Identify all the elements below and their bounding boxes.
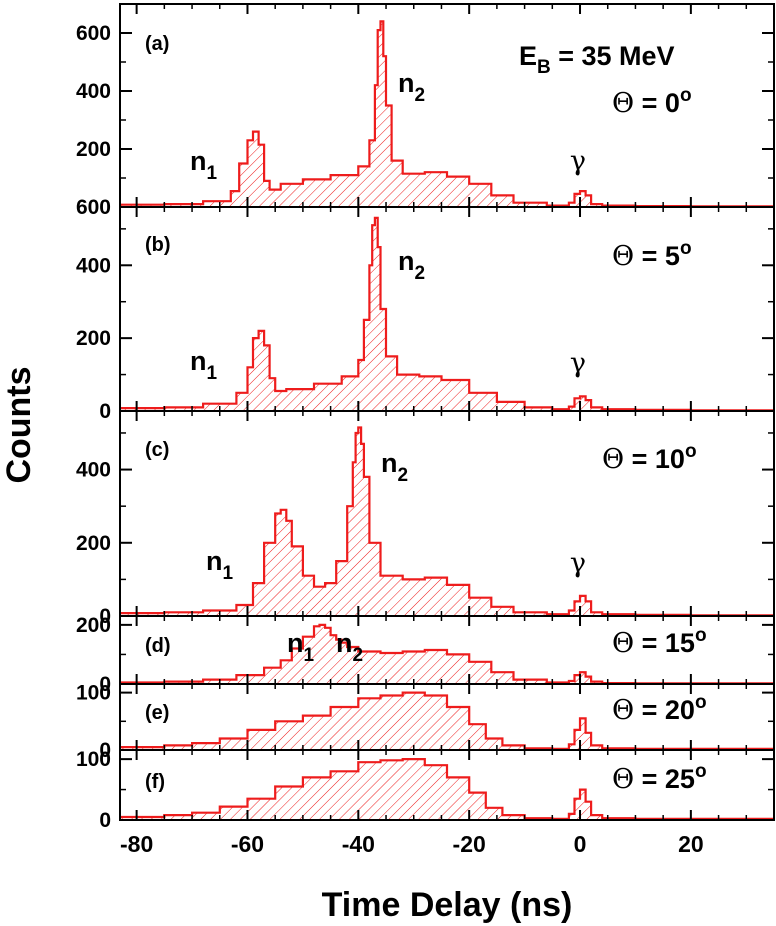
histogram-fill bbox=[120, 427, 774, 616]
panel-label: (c) bbox=[145, 439, 169, 461]
y-axis-title: Counts bbox=[0, 366, 38, 483]
y-tick-label: 100 bbox=[76, 748, 111, 771]
histogram-fill bbox=[120, 692, 774, 750]
histogram-line bbox=[120, 691, 774, 750]
n1-peak-label: n1 bbox=[206, 546, 234, 584]
y-tick-label: 100 bbox=[76, 682, 111, 705]
y-tick-label: 200 bbox=[76, 532, 111, 555]
x-tick-label: -20 bbox=[453, 831, 486, 857]
n1-peak-label: n1 bbox=[190, 346, 218, 384]
histogram-line bbox=[120, 426, 774, 617]
angle-label: Θ = 0o bbox=[612, 85, 692, 119]
y-tick-label: 600 bbox=[76, 196, 111, 219]
gamma-peak-label: γ bbox=[570, 348, 586, 379]
y-tick-label: 0 bbox=[99, 739, 111, 762]
y-tick-label: 200 bbox=[76, 138, 111, 161]
n1-peak-label: n1 bbox=[287, 628, 315, 666]
panel-e: 0 100 (e) Θ = 20o bbox=[76, 682, 775, 762]
y-tick-label: 0 bbox=[99, 809, 111, 832]
beam-energy-label: EB = 35 MeV bbox=[519, 41, 675, 78]
x-axis: -80 -60 -40 -20 0 20 bbox=[120, 831, 704, 857]
angle-label: Θ = 20o bbox=[612, 692, 707, 726]
panel-f: 0 100 (f) Θ = 25o bbox=[76, 748, 775, 832]
n2-peak-label: n2 bbox=[336, 628, 363, 666]
angle-label: Θ = 15o bbox=[612, 625, 707, 659]
angle-label: Θ = 5o bbox=[612, 238, 692, 272]
histogram-line bbox=[120, 758, 774, 820]
panel-label: (a) bbox=[145, 33, 169, 55]
panel-c: 0 200 400 (c) Θ = 10o n1 n2 γ bbox=[76, 410, 775, 628]
panel-label: (b) bbox=[145, 234, 171, 256]
n1-peak-label: n1 bbox=[190, 146, 218, 184]
angle-label: Θ = 25o bbox=[612, 761, 707, 795]
x-axis-title: Time Delay (ns) bbox=[322, 886, 573, 924]
n2-peak-label: n2 bbox=[398, 246, 425, 284]
x-tick-label: 0 bbox=[574, 831, 587, 857]
y-tick-label: 400 bbox=[76, 459, 111, 482]
panel-b: 0 200 400 (b) Θ = 5o n1 n2 γ bbox=[76, 206, 775, 423]
panel-frame bbox=[119, 749, 775, 821]
x-tick-label: -80 bbox=[120, 831, 153, 857]
n2-peak-label: n2 bbox=[381, 448, 408, 486]
y-tick-label: 0 bbox=[99, 673, 111, 696]
panel-label: (e) bbox=[145, 702, 169, 724]
panel-label: (d) bbox=[145, 635, 171, 657]
n2-peak-label: n2 bbox=[398, 68, 425, 106]
y-tick-label: 0 bbox=[99, 400, 111, 423]
x-tick-label: 20 bbox=[678, 831, 704, 857]
panel-a: 600 200 400 600 (a) EB = 35 MeV Θ = 0o n1 n2 γ bbox=[76, 3, 775, 219]
panel-label: (f) bbox=[145, 771, 165, 793]
y-tick-label: 200 bbox=[76, 327, 111, 350]
histogram-line bbox=[120, 20, 774, 208]
histogram-line bbox=[120, 623, 774, 685]
angle-label: Θ = 10o bbox=[602, 441, 697, 475]
histogram-line bbox=[120, 216, 774, 412]
gamma-peak-label: γ bbox=[570, 146, 586, 177]
y-tick-label: 600 bbox=[76, 22, 111, 45]
x-tick-label: -40 bbox=[342, 831, 375, 857]
y-tick-label: 400 bbox=[76, 254, 111, 277]
y-tick-label: 400 bbox=[76, 80, 111, 103]
gamma-peak-label: γ bbox=[570, 548, 586, 579]
histogram-fill bbox=[120, 759, 774, 820]
x-tick-label: -60 bbox=[231, 831, 264, 857]
y-tick-label: 200 bbox=[76, 614, 111, 637]
y-tick-label: 0 bbox=[99, 605, 111, 628]
